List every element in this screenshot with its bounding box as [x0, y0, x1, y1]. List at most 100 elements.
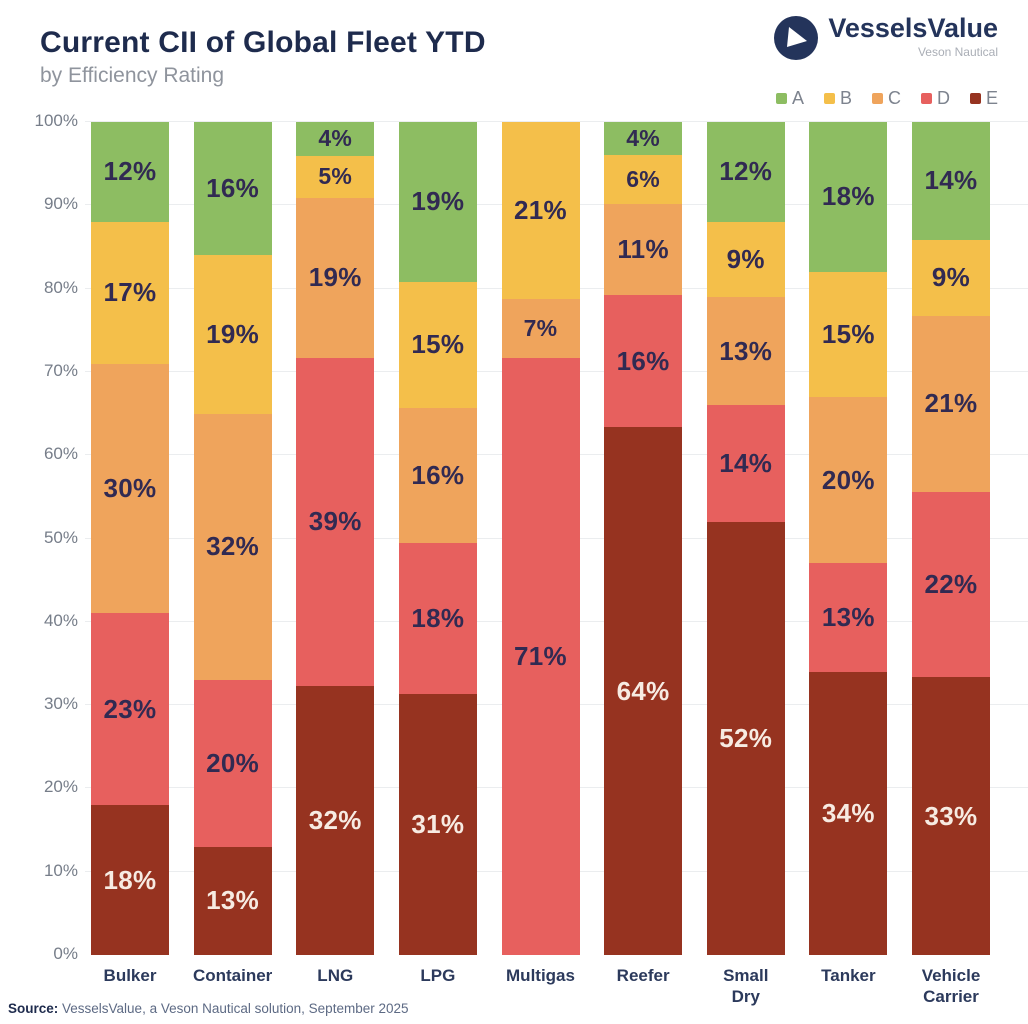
legend-swatch-icon [823, 93, 835, 104]
stacked-bar-chart: 0% 10% 20% 30% 40% 50% 60% 70% 80% 90% 100% 12% 17%… [0, 111, 1028, 1006]
y-axis-tick-label: 40% [43, 610, 78, 630]
y-axis-tick-label: 100% [34, 111, 78, 130]
legend-swatch-icon [920, 93, 932, 104]
segment-value-label: 21% [924, 388, 978, 419]
segment-value-label: 12% [103, 156, 157, 187]
y-axis-tick-label: 50% [43, 527, 78, 547]
x-axis-category-label: Small Dry [723, 966, 769, 1007]
bar-bulker: 12% 17% 30% 23% 18% Bulker [91, 122, 169, 985]
segment-B: 15% [398, 281, 477, 409]
x-axis-category-label: Bulker [103, 966, 157, 985]
legend-label: A [791, 88, 804, 108]
segment-C: 32% [193, 413, 272, 681]
segment-value-label: 15% [411, 329, 465, 360]
segment-C: 20% [809, 396, 888, 564]
segment-C: 11% [604, 204, 683, 296]
segment-A: 16% [193, 122, 272, 256]
legend-label: C [887, 88, 901, 108]
segment-value-label: 18% [103, 864, 157, 895]
legend: A B C D E [775, 88, 998, 109]
y-axis-tick-label: 30% [43, 694, 78, 714]
logo-name: VesselsValue [828, 13, 998, 43]
segment-D: 23% [91, 613, 169, 806]
segment-B: 6% [604, 154, 683, 205]
segment-value-label: 21% [514, 194, 567, 225]
segment-B: 21% [501, 122, 580, 299]
y-axis-tick-label: 90% [43, 194, 78, 214]
segment-value-label: 32% [206, 531, 260, 562]
bar-multigas: 21% 7% 71% Multigas [501, 122, 580, 985]
segment-value-label: 14% [719, 448, 773, 479]
bar-vehicle-carrier: 14% 9% 21% 22% 33% Vehicle Carrier [912, 122, 990, 1006]
segment-D: 22% [912, 492, 990, 678]
segment-value-label: 16% [411, 459, 465, 490]
x-axis-category-label: Reefer [616, 966, 670, 985]
segment-value-label: 19% [411, 186, 465, 217]
segment-value-label: 19% [206, 318, 260, 349]
source-label: Source: [8, 1001, 59, 1016]
segment-value-label: 16% [206, 173, 260, 204]
x-axis-category-label: Multigas [506, 966, 575, 985]
segment-D: 71% [501, 357, 580, 956]
x-axis-category-label: Tanker [821, 966, 876, 985]
segment-value-label: 11% [617, 234, 669, 265]
segment-value-label: 13% [821, 602, 875, 633]
segment-value-label: 16% [616, 345, 670, 376]
segment-value-label: 71% [514, 640, 567, 671]
bar-reefer: 4% 6% 11% 16% 64% Reefer [604, 122, 683, 985]
page-subtitle: by Efficiency Rating [40, 64, 225, 87]
segment-value-label: 15% [821, 318, 875, 349]
legend-item-C: C [871, 88, 901, 109]
segment-value-label: 14% [924, 165, 978, 196]
legend-item-D: D [920, 88, 950, 109]
segment-A: 19% [398, 122, 477, 282]
segment-D: 18% [398, 542, 477, 695]
segment-C: 30% [91, 363, 169, 614]
segment-value-label: 33% [924, 800, 978, 831]
y-axis-tick-label: 0% [53, 944, 78, 963]
segment-D: 20% [193, 680, 272, 847]
segment-D: 16% [604, 295, 683, 428]
circle-triangle-icon [774, 16, 819, 60]
bar-tanker: 18% 15% 20% 13% 34% Tanker [809, 122, 888, 985]
gridline [85, 121, 1028, 122]
legend-label: B [839, 88, 852, 108]
logo-tagline: Veson Nautical [917, 44, 998, 59]
segment-value-label: 34% [821, 797, 875, 828]
segment-A: 4% [296, 122, 375, 156]
legend-swatch-icon [969, 93, 981, 104]
y-axis-tick-label: 70% [43, 360, 78, 380]
bar-small-dry: 12% 9% 13% 14% 52% Small Dry [706, 122, 785, 1006]
x-axis-category-label: Vehicle Carrier [921, 966, 981, 1007]
segment-E: 52% [706, 521, 785, 955]
segment-A: 18% [809, 122, 888, 272]
y-axis-tick-label: 10% [43, 860, 78, 880]
segment-value-label: 18% [411, 602, 465, 633]
segment-E: 33% [912, 677, 990, 956]
segment-D: 39% [296, 357, 375, 686]
legend-item-A: A [775, 88, 804, 109]
segment-E: 64% [604, 427, 683, 955]
segment-value-label: 32% [308, 804, 362, 835]
segment-E: 34% [809, 671, 888, 955]
segment-value-label: 23% [103, 693, 157, 724]
legend-label: D [936, 88, 950, 108]
segment-value-label: 22% [924, 569, 978, 600]
vesselsvalue-logo: VesselsValue Veson Nautical [774, 13, 998, 60]
segment-D: 13% [809, 563, 888, 672]
legend-item-E: E [969, 88, 998, 109]
segment-value-label: 7% [523, 314, 558, 341]
source-text: VesselsValue, a Veson Nautical solution,… [58, 1001, 409, 1016]
x-axis-category-label: Container [192, 966, 273, 985]
segment-value-label: 6% [626, 166, 661, 193]
segment-A: 4% [604, 122, 683, 155]
segment-value-label: 31% [411, 809, 465, 840]
segment-D: 14% [706, 405, 785, 522]
page-title: Current CII of Global Fleet YTD [40, 26, 486, 59]
segment-E: 31% [398, 694, 477, 956]
legend-item-B: B [823, 88, 852, 109]
legend-swatch-icon [871, 93, 883, 104]
segment-value-label: 5% [318, 163, 353, 190]
segment-value-label: 9% [931, 262, 971, 293]
segment-value-label: 13% [206, 885, 260, 916]
